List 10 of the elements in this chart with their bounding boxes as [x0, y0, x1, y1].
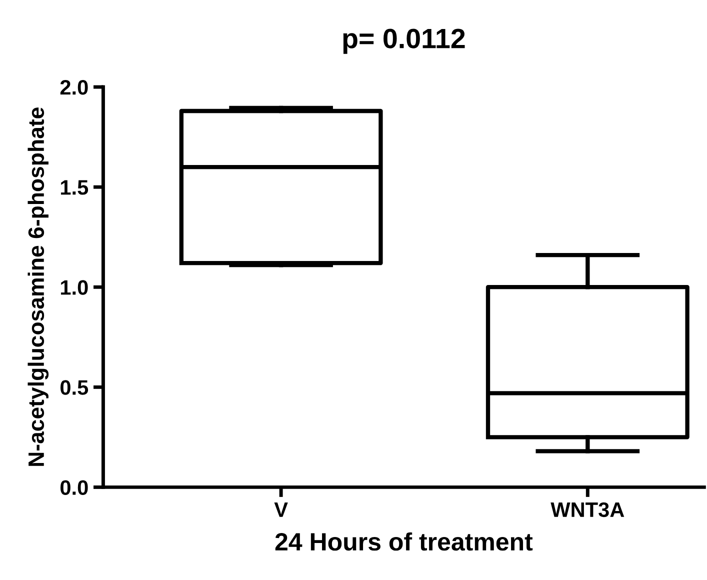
y-tick-label: 2.0	[60, 80, 88, 95]
y-tick-label: 1.5	[60, 180, 88, 195]
y-tick-label: 1.0	[60, 280, 88, 295]
chart-title: p= 0.0112	[343, 28, 465, 54]
y-axis-title: N-acetylglucosamine 6-phosphate	[28, 108, 49, 466]
y-tick-label: 0.5	[60, 380, 88, 395]
x-axis-title: 24 Hours of treatment	[275, 532, 533, 551]
x-tick-label: V	[274, 502, 288, 517]
y-tick-label: 0.0	[60, 480, 88, 495]
x-tick-label: WNT3A	[550, 502, 624, 518]
